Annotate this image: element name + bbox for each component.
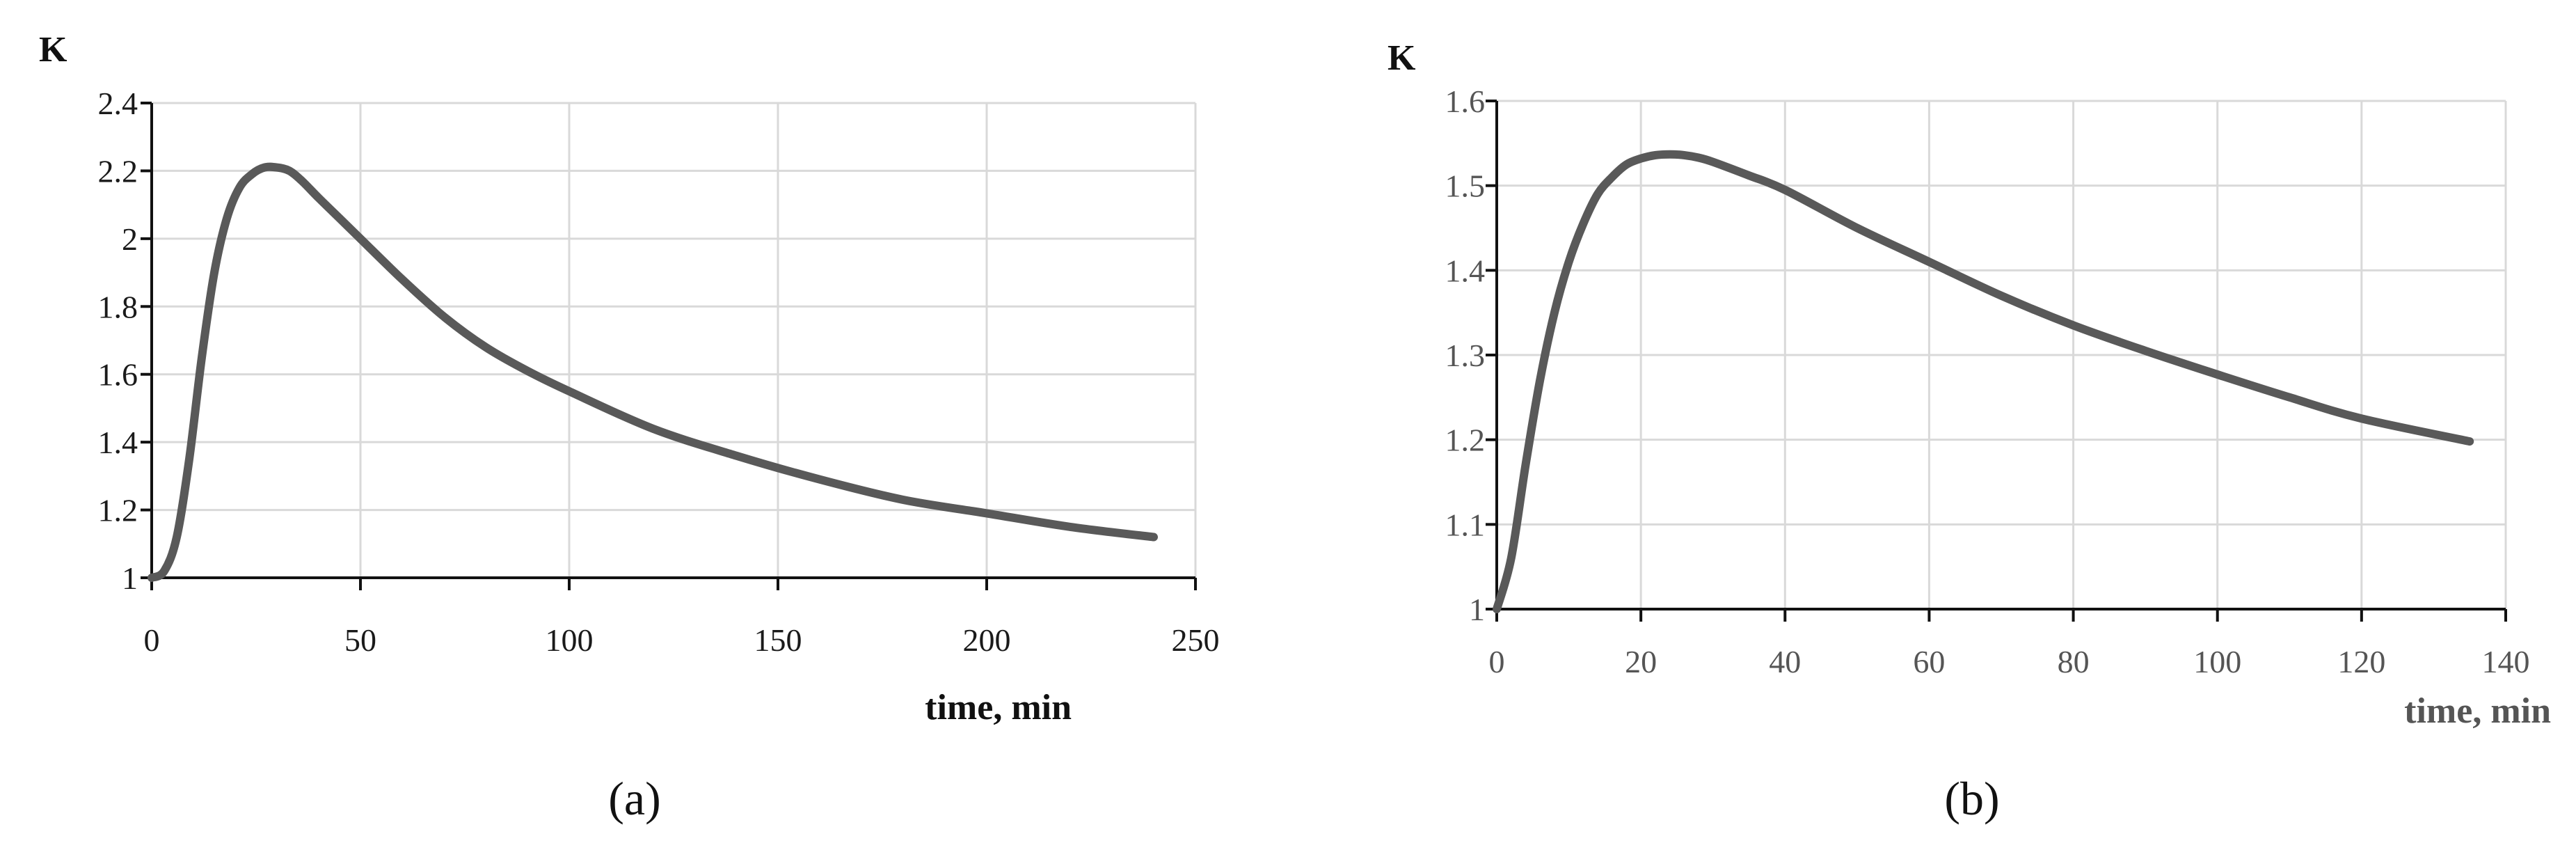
chart-a-x-tick-label: 250 [1172,622,1220,658]
chart-a-x-tick-label: 150 [754,622,802,658]
panel-label-b: (b) [1944,772,1999,825]
chart-a-y-tick-label: 1.4 [98,425,138,460]
chart-a-x-tick-label: 0 [144,622,160,658]
chart-a-x-tick-label: 100 [546,622,594,658]
chart-a-x-tick-labels: 0 50 100 150 200 250 [144,622,1220,658]
chart-b-y-axis-title: K [1388,38,1416,78]
chart-b-x-tick-label: 120 [2337,644,2385,679]
chart-b-axes [1486,100,2507,622]
chart-b-y-tick-label: 1.6 [1445,84,1486,119]
chart-b-x-tick-label: 140 [2482,644,2530,679]
chart-a-y-tick-label: 1.6 [98,357,138,393]
panel-label-a: (a) [608,772,660,825]
chart-b-y-tick-label: 1.5 [1445,168,1486,204]
chart-a-gridlines [152,102,1197,578]
chart-b-y-tick-label: 1.2 [1445,423,1486,458]
chart-b-x-tick-label: 100 [2193,644,2241,679]
chart-b-y-tick-label: 1.1 [1445,507,1486,542]
chart-a-y-tick-label: 1.8 [98,289,138,324]
chart-a-x-tick-label: 50 [344,622,376,658]
chart-a-y-axis-title: K [39,30,67,70]
chart-b-x-tick-label: 60 [1913,644,1945,679]
chart-b-y-tick-label: 1 [1469,592,1485,627]
chart-a-y-tick-label: 2.2 [98,153,138,189]
chart-b-x-tick-label: 80 [2058,644,2090,679]
chart-b-x-tick-label: 20 [1625,644,1657,679]
chart-b-y-tick-label: 1.3 [1445,338,1486,373]
chart-b-gridlines [1497,100,2507,609]
chart-panel-b: 1 1.1 1.2 1.3 1.4 1.5 1.6 0 20 40 60 80 100 120 140 K… [1388,38,2551,825]
chart-a-series-line [148,162,1158,582]
chart-b-x-tick-label: 40 [1769,644,1801,679]
chart-b-x-tick-labels: 0 20 40 60 80 100 120 140 [1489,644,2530,679]
chart-b-y-tick-label: 1.4 [1445,253,1486,288]
chart-a-x-tick-label: 200 [963,622,1011,658]
chart-b-series-line [1493,150,2474,613]
chart-panel-a: 1 1.2 1.4 1.6 1.8 2 2.2 2.4 0 50 100 150 200 250 K t… [39,30,1220,825]
chart-a-x-axis-title: time, min [925,688,1072,727]
chart-a-y-tick-label: 2.4 [98,86,138,121]
chart-a-y-tick-label: 2 [122,221,138,257]
chart-b-x-axis-title: time, min [2404,691,2551,731]
chart-a-y-tick-labels: 1 1.2 1.4 1.6 1.8 2 2.2 2.4 [98,86,138,596]
chart-a-axes [141,102,1197,590]
chart-b-y-tick-labels: 1 1.1 1.2 1.3 1.4 1.5 1.6 [1445,84,1486,627]
chart-a-y-tick-label: 1 [122,560,138,596]
chart-a-y-tick-label: 1.2 [98,493,138,528]
chart-b-x-tick-label: 0 [1489,644,1505,679]
